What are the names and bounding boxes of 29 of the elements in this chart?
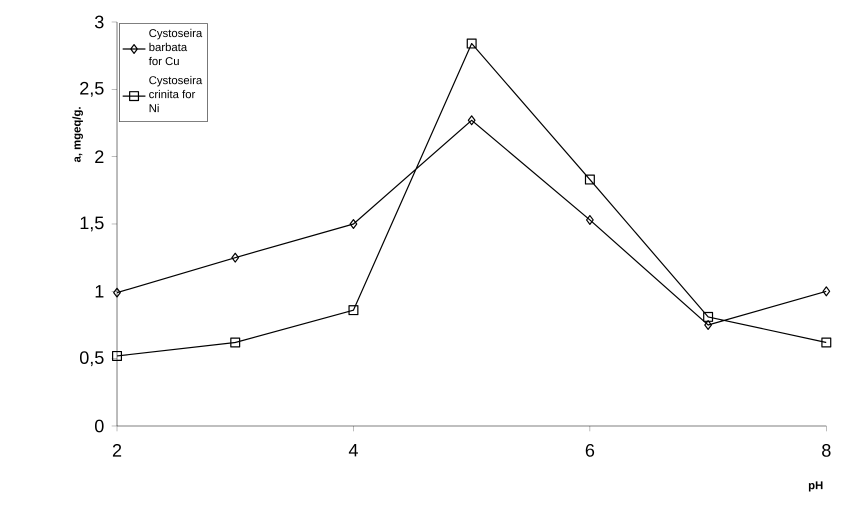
legend-label: Cystoseira barbata for Cu: [148, 28, 202, 66]
point: [466, 38, 477, 49]
x-tick-label: 2: [112, 444, 122, 457]
y-tick-label: 2: [95, 150, 104, 163]
x-tick-label: 6: [586, 444, 594, 457]
point: [231, 252, 240, 263]
point: [586, 214, 594, 225]
point: [230, 337, 240, 348]
y-tick-label: 0,5: [80, 351, 104, 366]
point: [348, 305, 358, 316]
point: [468, 115, 476, 126]
point: [704, 320, 712, 330]
x-tick-label: 4: [348, 444, 358, 456]
x-axis-title: pH: [808, 481, 822, 492]
point: [112, 350, 122, 361]
point: [821, 337, 832, 348]
y-axis-title: a, mgeq/g.: [72, 107, 83, 162]
y-tick-label: 0: [95, 420, 104, 432]
point: [113, 288, 121, 298]
point: [822, 286, 830, 296]
point: [703, 312, 714, 322]
point: [350, 218, 358, 229]
y-tick-label: 3: [94, 16, 104, 28]
legend-label: Cystoseira crinita for Ni: [149, 76, 202, 112]
point: [584, 174, 595, 185]
y-tick-label: 1,5: [80, 216, 104, 232]
y-tick-label: 2,5: [80, 82, 104, 97]
x-tick-label: 8: [822, 444, 831, 457]
y-tick-label: 1: [96, 285, 104, 298]
